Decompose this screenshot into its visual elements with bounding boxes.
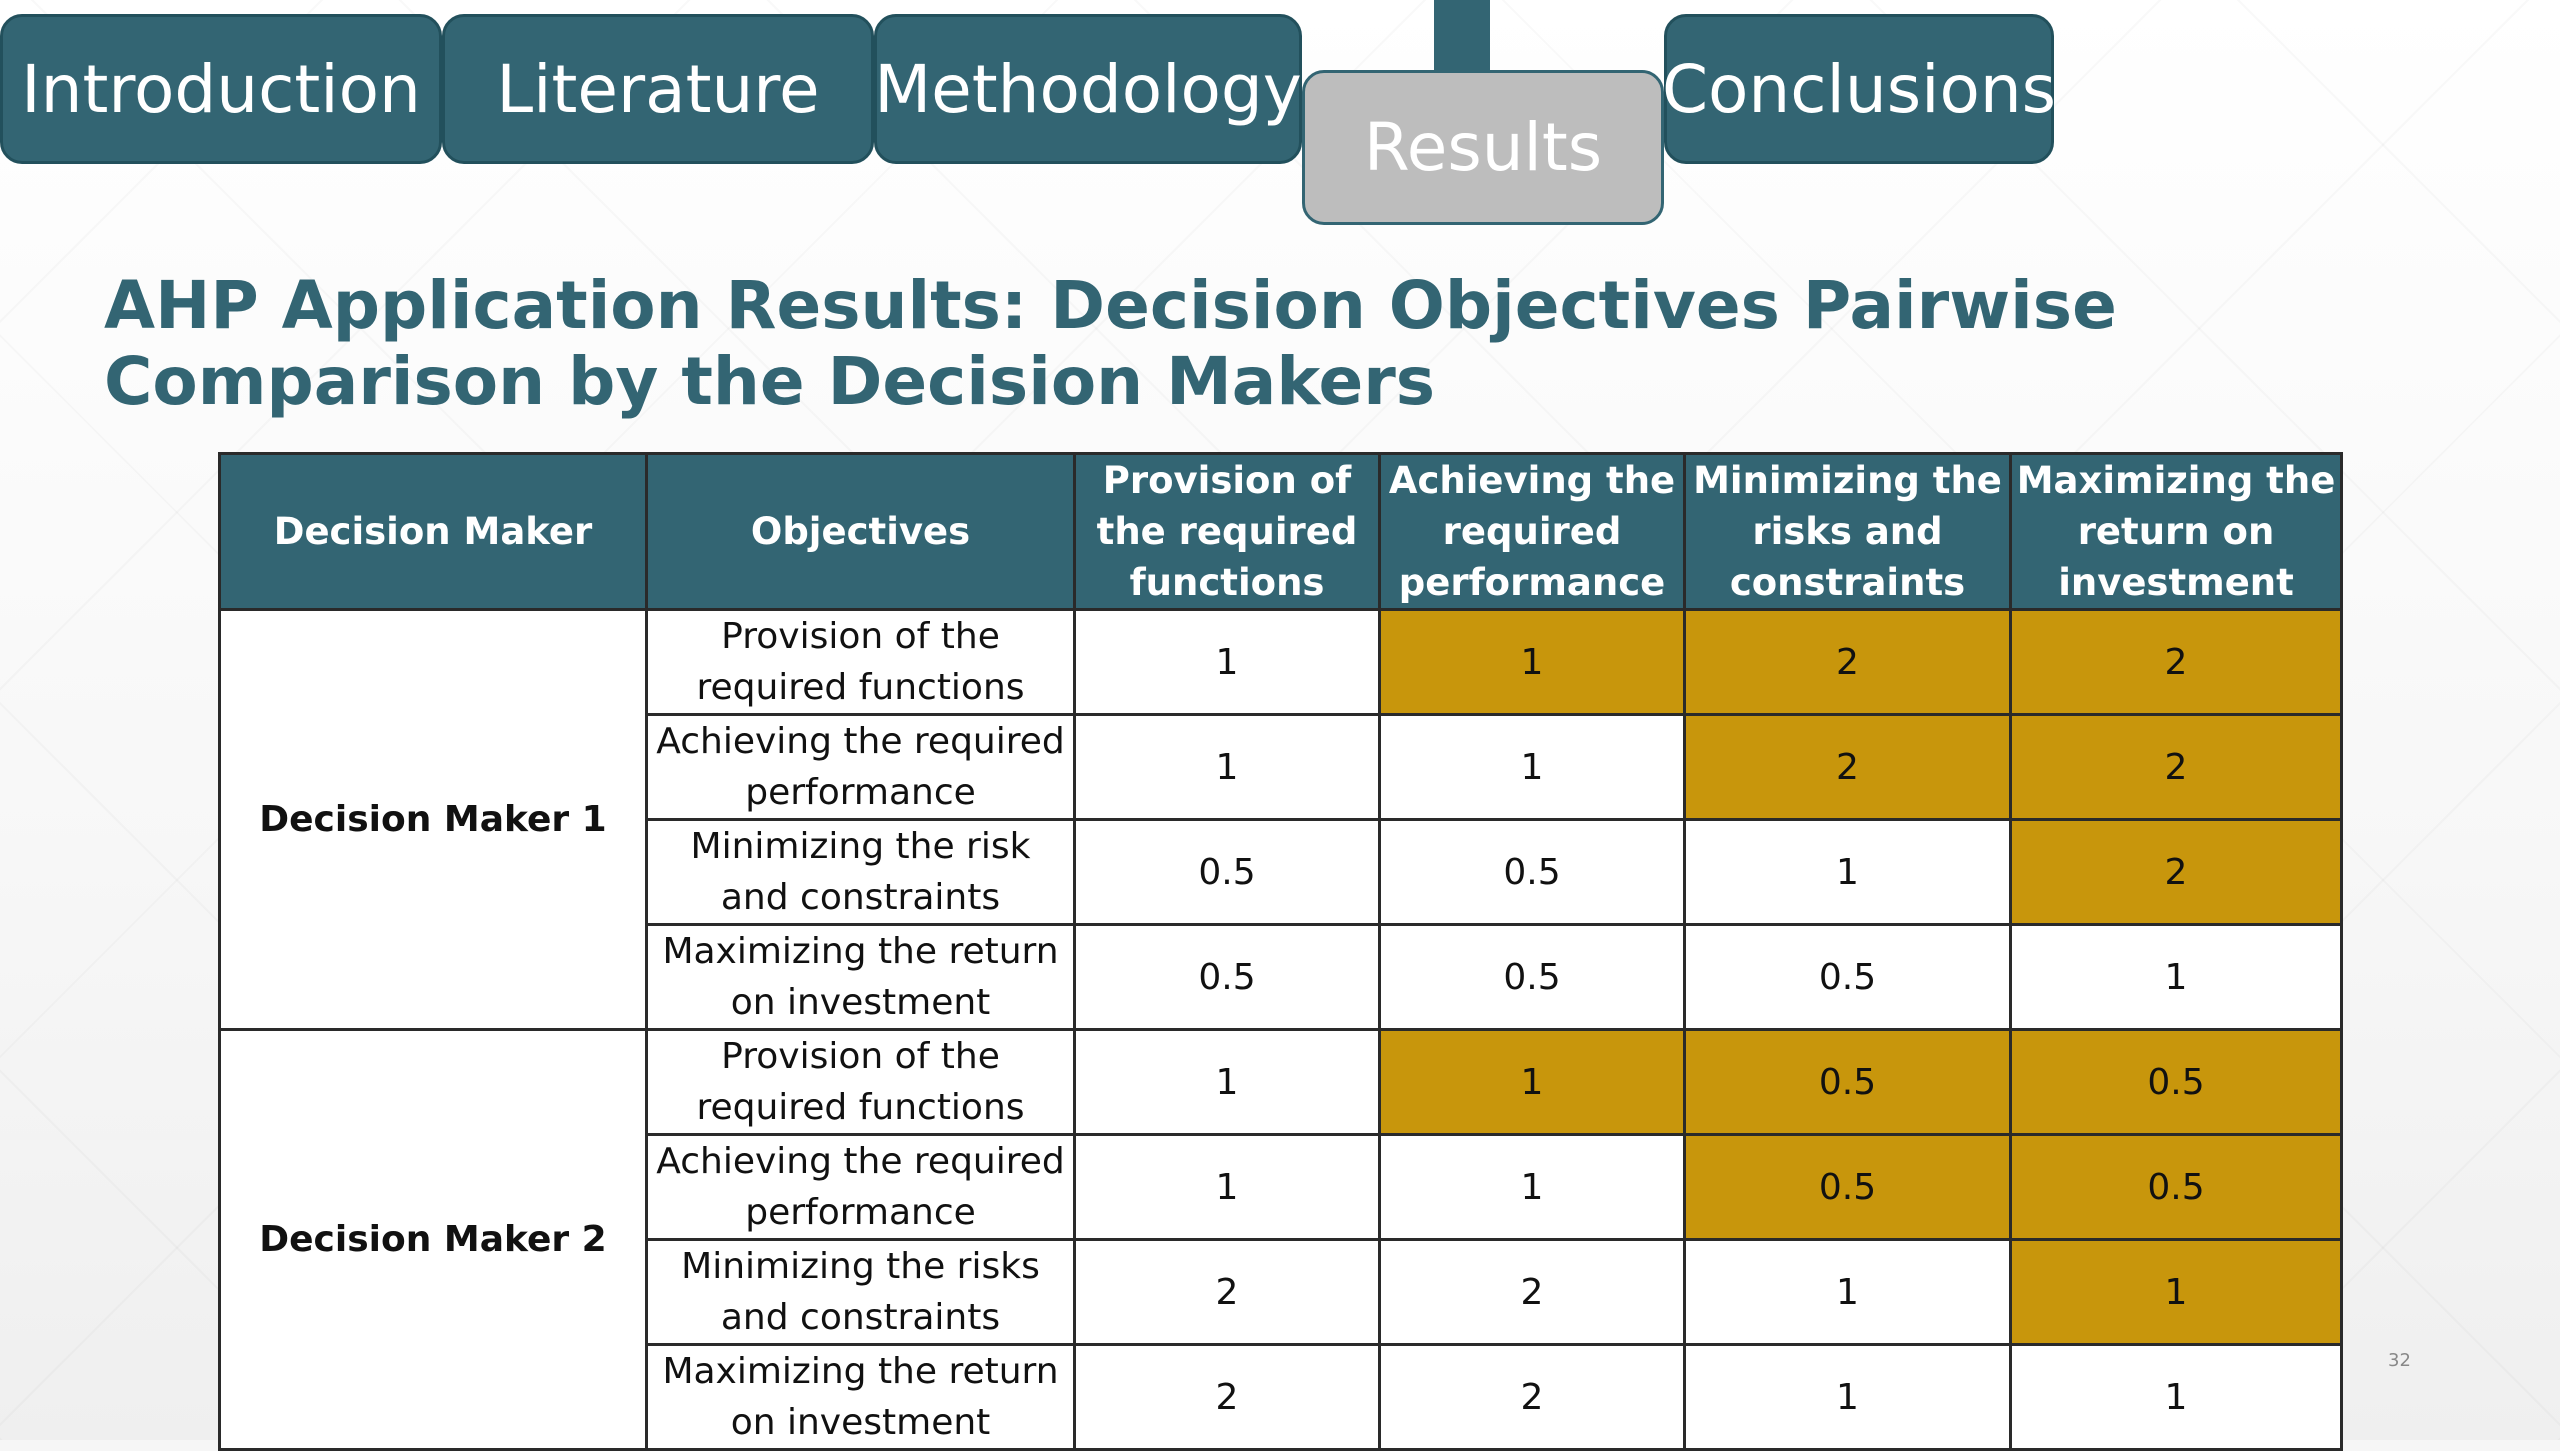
header-performance: Achieving the required performance bbox=[1378, 452, 1686, 611]
header-provision: Provision of the required functions bbox=[1073, 452, 1381, 611]
tab-introduction[interactable]: Introduction bbox=[0, 14, 442, 164]
tab-connector bbox=[1434, 0, 1490, 72]
objective-cell: Achieving the required performance bbox=[645, 1133, 1076, 1241]
tab-conclusions[interactable]: Conclusions bbox=[1662, 14, 2056, 164]
value-cell: 2 bbox=[2009, 818, 2343, 926]
objective-cell: Provision of the required functions bbox=[645, 608, 1076, 716]
value-cell: 1 bbox=[1683, 818, 2012, 926]
objective-cell: Maximizing the return on investment bbox=[645, 1343, 1076, 1451]
value-cell: 1 bbox=[1378, 1133, 1686, 1241]
objective-cell: Achieving the required performance bbox=[645, 713, 1076, 821]
value-cell: 0.5 bbox=[1683, 1028, 2012, 1136]
table-row: Achieving the required performance 1 1 2… bbox=[220, 713, 2343, 821]
value-cell: 1 bbox=[1073, 608, 1381, 716]
tab-methodology[interactable]: Methodology bbox=[874, 14, 1302, 164]
value-cell: 1 bbox=[1378, 1028, 1686, 1136]
table-row: Minimizing the risk and constraints 0.5 … bbox=[220, 818, 2343, 926]
value-cell: 2 bbox=[2009, 608, 2343, 716]
value-cell: 0.5 bbox=[1073, 923, 1381, 1031]
table-row: Maximizing the return on investment 2 2 … bbox=[220, 1343, 2343, 1451]
objective-cell: Minimizing the risks and constraints bbox=[645, 1238, 1076, 1346]
value-cell: 1 bbox=[1073, 1133, 1381, 1241]
tab-results[interactable]: Results bbox=[1302, 70, 1664, 225]
slide-title: AHP Application Results: Decision Object… bbox=[104, 267, 2117, 420]
value-cell: 2 bbox=[1378, 1238, 1686, 1346]
value-cell: 2 bbox=[1683, 713, 2012, 821]
value-cell: 0.5 bbox=[1683, 923, 2012, 1031]
value-cell: 0.5 bbox=[1378, 818, 1686, 926]
value-cell: 2 bbox=[1378, 1343, 1686, 1451]
value-cell: 1 bbox=[1073, 1028, 1381, 1136]
table-row: Achieving the required performance 1 1 0… bbox=[220, 1133, 2343, 1241]
value-cell: 1 bbox=[1683, 1343, 2012, 1451]
pairwise-comparison-table: Decision Maker Objectives Provision of t… bbox=[218, 452, 2343, 1451]
value-cell: 1 bbox=[2009, 1238, 2343, 1346]
value-cell: 1 bbox=[2009, 923, 2343, 1031]
header-return: Maximizing the return on investment bbox=[2009, 452, 2343, 611]
value-cell: 1 bbox=[1378, 713, 1686, 821]
value-cell: 2 bbox=[1683, 608, 2012, 716]
value-cell: 1 bbox=[1378, 608, 1686, 716]
objective-cell: Minimizing the risk and constraints bbox=[645, 818, 1076, 926]
table-row: Decision Maker 2 Provision of the requir… bbox=[218, 1028, 2343, 1451]
header-risks: Minimizing the risks and constraints bbox=[1683, 452, 2012, 611]
value-cell: 0.5 bbox=[2009, 1133, 2343, 1241]
value-cell: 0.5 bbox=[1683, 1133, 2012, 1241]
value-cell: 0.5 bbox=[1073, 818, 1381, 926]
value-cell: 0.5 bbox=[2009, 1028, 2343, 1136]
tab-literature[interactable]: Literature bbox=[442, 14, 874, 164]
decision-maker-cell: Decision Maker 1 bbox=[218, 608, 648, 1031]
value-cell: 1 bbox=[2009, 1343, 2343, 1451]
header-decision-maker: Decision Maker bbox=[218, 452, 648, 611]
table-row: Decision Maker 1 Provision of the requir… bbox=[218, 608, 2343, 1031]
value-cell: 2 bbox=[1073, 1238, 1381, 1346]
objective-cell: Maximizing the return on investment bbox=[645, 923, 1076, 1031]
value-cell: 0.5 bbox=[1378, 923, 1686, 1031]
table-row: Maximizing the return on investment 0.5 … bbox=[220, 923, 2343, 1031]
value-cell: 1 bbox=[1683, 1238, 2012, 1346]
table-header-row: Decision Maker Objectives Provision of t… bbox=[218, 452, 2343, 611]
objective-cell: Provision of the required functions bbox=[645, 1028, 1076, 1136]
value-cell: 2 bbox=[2009, 713, 2343, 821]
header-objectives: Objectives bbox=[645, 452, 1076, 611]
value-cell: 1 bbox=[1073, 713, 1381, 821]
value-cell: 2 bbox=[1073, 1343, 1381, 1451]
page-number: 32 bbox=[2388, 1350, 2411, 1371]
table-row: Minimizing the risks and constraints 2 2… bbox=[220, 1238, 2343, 1346]
decision-maker-cell: Decision Maker 2 bbox=[218, 1028, 648, 1451]
